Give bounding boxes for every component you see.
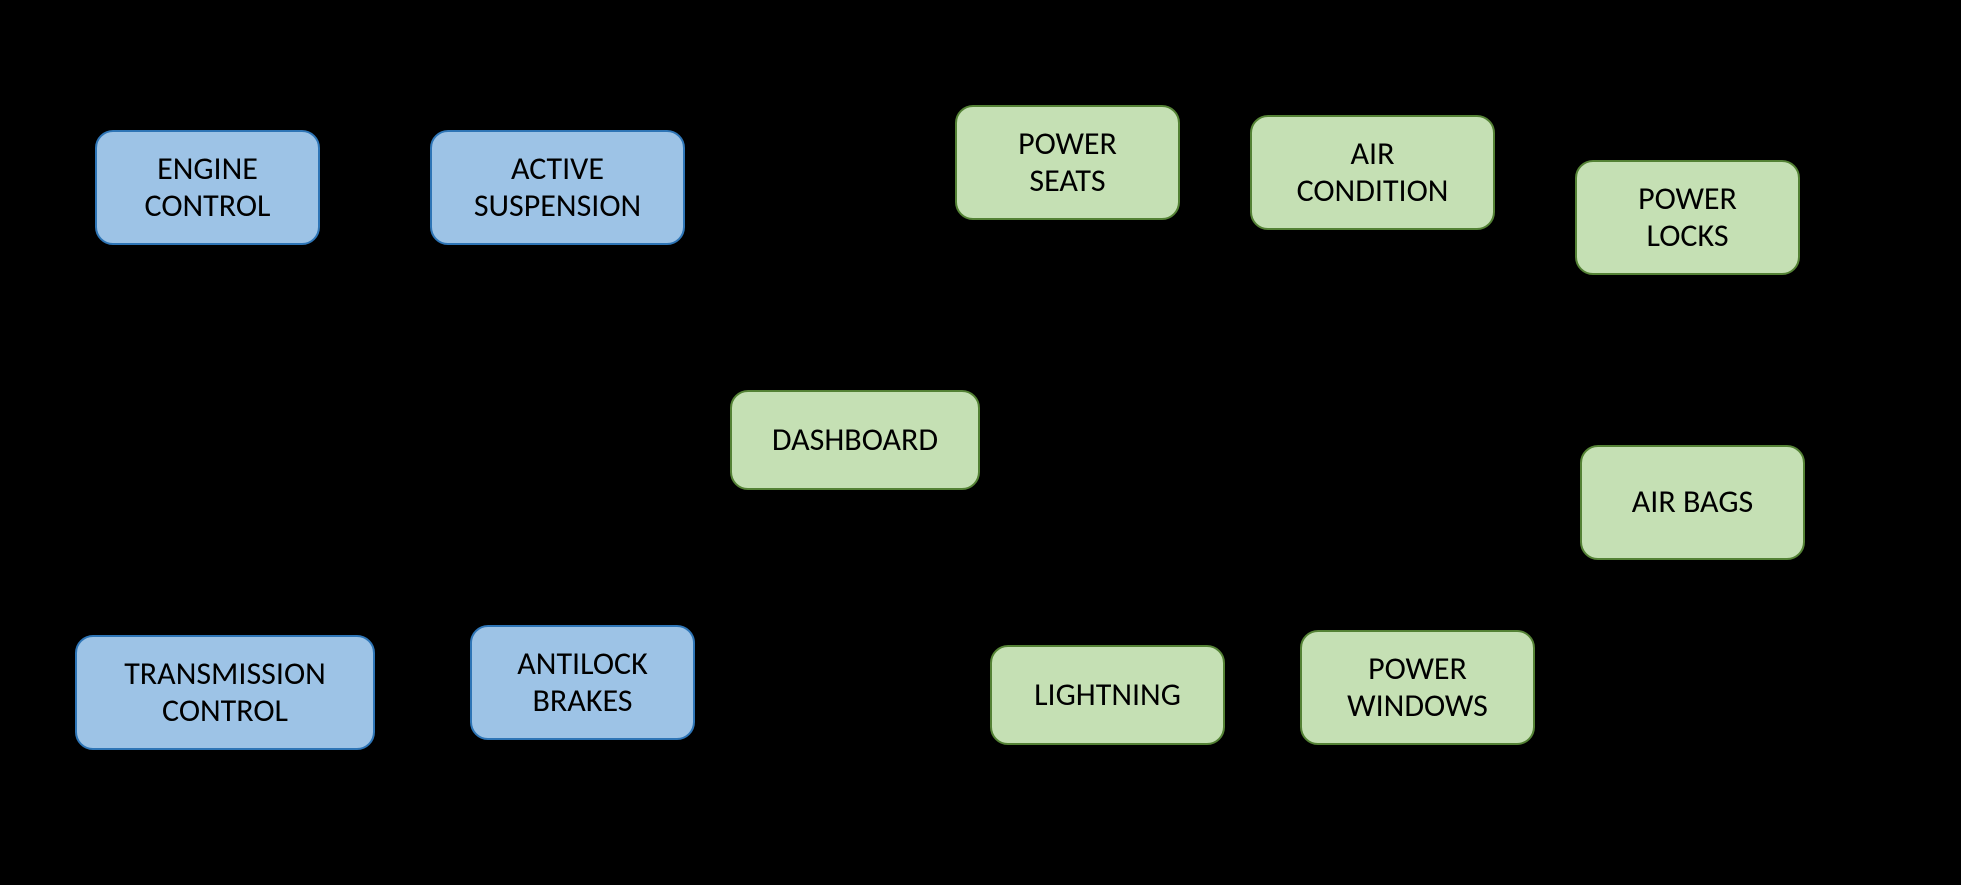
node-dashboard: DASHBOARD — [730, 390, 980, 490]
node-active-suspension: ACTIVE SUSPENSION — [430, 130, 685, 245]
node-power-locks: POWER LOCKS — [1575, 160, 1800, 275]
node-power-seats: POWER SEATS — [955, 105, 1180, 220]
node-air-condition: AIR CONDITION — [1250, 115, 1495, 230]
node-power-windows: POWER WINDOWS — [1300, 630, 1535, 745]
node-engine-control: ENGINE CONTROL — [95, 130, 320, 245]
node-air-bags: AIR BAGS — [1580, 445, 1805, 560]
node-lightning: LIGHTNING — [990, 645, 1225, 745]
node-antilock-brakes: ANTILOCK BRAKES — [470, 625, 695, 740]
node-transmission-control: TRANSMISSION CONTROL — [75, 635, 375, 750]
diagram-canvas: ENGINE CONTROL ACTIVE SUSPENSION POWER SEA… — [0, 0, 1961, 885]
